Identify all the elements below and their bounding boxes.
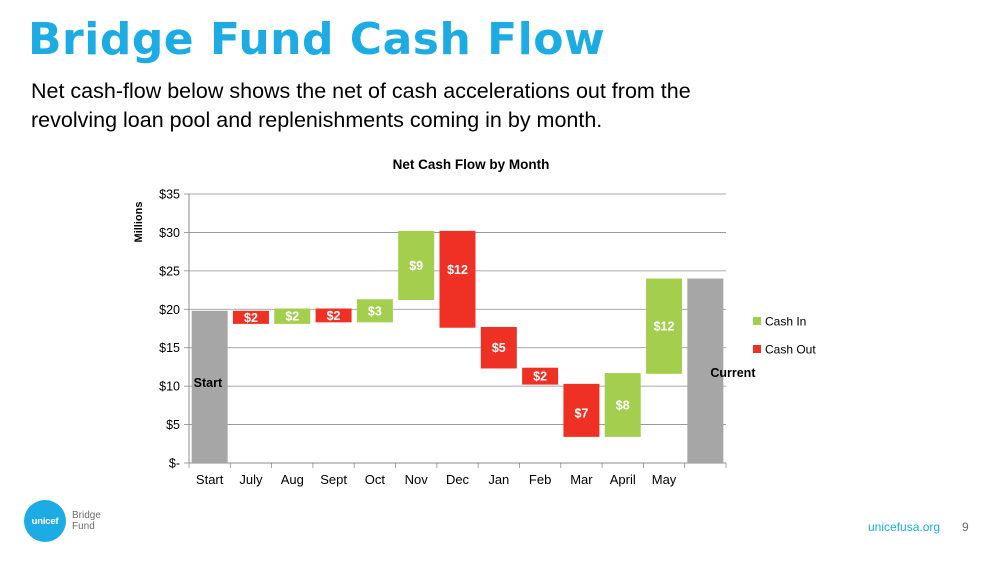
unicef-bridge-fund-logo: unicef Bridge Fund: [24, 500, 144, 542]
page-number: 9: [962, 520, 969, 534]
y-tick-label: $15: [159, 341, 180, 355]
y-tick-label: $20: [159, 303, 180, 317]
y-tick-label: $30: [159, 226, 180, 240]
x-tick-label-oct: Oct: [365, 472, 386, 487]
x-tick-label-jan: Jan: [488, 472, 509, 487]
bar-label-july: $2: [244, 311, 258, 325]
x-tick-label-dec: Dec: [446, 472, 470, 487]
x-tick-label-start: Start: [196, 472, 224, 487]
bar-start: [191, 310, 228, 463]
bar-label-current: Current: [710, 366, 756, 380]
bar-label-feb: $2: [533, 370, 547, 384]
bar-label-sept: $2: [327, 309, 341, 323]
slide-subtitle: Net cash-flow below shows the net of cas…: [31, 79, 691, 132]
footer-url[interactable]: unicefusa.org: [868, 520, 941, 534]
bar-label-nov: $9: [409, 259, 423, 273]
y-tick-label: $-: [169, 457, 180, 471]
y-tick-label: $5: [166, 418, 180, 432]
legend-swatch-cash-out: [753, 345, 761, 353]
x-tick-label-feb: Feb: [529, 472, 551, 487]
bar-nov: [398, 230, 435, 301]
slide-title: Bridge Fund Cash Flow: [28, 14, 606, 65]
legend-label-cash-in: Cash In: [765, 315, 806, 329]
logo-text-line2: Fund: [72, 521, 95, 532]
logo-text-line1: Bridge: [72, 510, 101, 521]
x-tick-label-july: July: [239, 472, 263, 487]
bar-sept: [315, 308, 352, 323]
bar-aug: [274, 308, 311, 324]
bar-dec: [439, 230, 476, 328]
bar-july: [232, 310, 269, 324]
x-tick-label-april: April: [610, 472, 636, 487]
bar-label-april: $8: [616, 398, 630, 412]
bar-label-oct: $3: [368, 304, 382, 318]
bar-label-dec: $12: [447, 263, 468, 277]
bar-label-mar: $7: [574, 407, 588, 421]
bar-label-jan: $5: [492, 341, 506, 355]
chart-title: Net Cash Flow by Month: [393, 157, 550, 172]
y-tick-label: $25: [159, 264, 180, 278]
bar-oct: [356, 299, 393, 323]
bar-label-start: Start: [194, 376, 223, 390]
logo-text: Bridge Fund: [72, 510, 101, 532]
bar-april: [604, 373, 641, 437]
y-tick-label: $35: [159, 188, 180, 202]
bar-label-may: $12: [654, 320, 675, 334]
x-tick-label-may: May: [652, 472, 677, 487]
bar-feb: [522, 367, 559, 385]
y-axis-label: Millions: [133, 202, 145, 243]
x-tick-label-sept: Sept: [320, 472, 347, 487]
bar-jan: [480, 326, 517, 369]
bar-may: [646, 278, 683, 374]
bar-current: [687, 278, 724, 463]
bar-label-aug: $2: [285, 310, 299, 324]
y-tick-label: $10: [159, 380, 180, 394]
x-tick-label-nov: Nov: [405, 472, 429, 487]
bar-mar: [563, 383, 600, 437]
x-tick-label-aug: Aug: [281, 472, 304, 487]
legend-swatch-cash-in: [753, 317, 761, 325]
x-tick-label-mar: Mar: [570, 472, 593, 487]
unicef-globe-icon: unicef: [24, 500, 66, 542]
legend-label-cash-out: Cash Out: [765, 343, 816, 357]
